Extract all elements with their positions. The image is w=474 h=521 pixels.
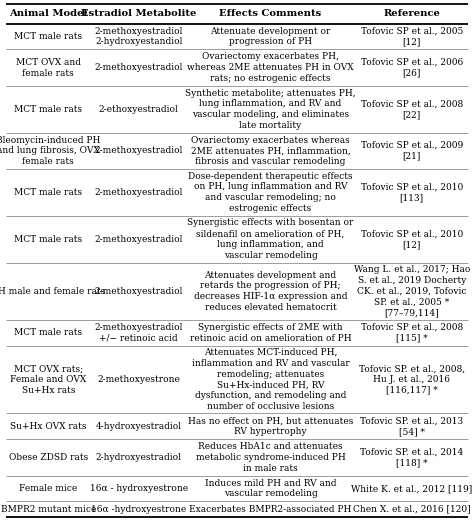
Text: 2-methoxyestradiol: 2-methoxyestradiol — [94, 287, 183, 295]
Text: Attenuates development and
retards the progression of PH;
decreases HIF-1α expre: Attenuates development and retards the p… — [194, 270, 347, 312]
Text: Ovariectomy exacerbates whereas
2ME attenuates PH, inflammation,
fibrosis and va: Ovariectomy exacerbates whereas 2ME atte… — [191, 135, 350, 166]
Text: 2-hydroxyestradiol: 2-hydroxyestradiol — [96, 453, 182, 462]
Text: Tofovic SP et al., 2009
[21]: Tofovic SP et al., 2009 [21] — [361, 141, 463, 160]
Text: 4-hydroxyestradiol: 4-hydroxyestradiol — [96, 422, 182, 431]
Text: 2-methoxyestradiol: 2-methoxyestradiol — [94, 63, 183, 72]
Text: 16α -hydroxyestrone: 16α -hydroxyestrone — [91, 505, 186, 514]
Text: 2-methoxyestradiol: 2-methoxyestradiol — [94, 234, 183, 244]
Text: Synergistic effects of 2ME with
retinoic acid on amelioration of PH: Synergistic effects of 2ME with retinoic… — [190, 323, 351, 343]
Text: White K. et al., 2012 [119]: White K. et al., 2012 [119] — [351, 484, 473, 493]
Text: MCT male rats: MCT male rats — [14, 328, 82, 337]
Text: Synergistic effects with bosentan or
sildenafil on amelioration of PH,
lung infl: Synergistic effects with bosentan or sil… — [187, 218, 354, 260]
Text: 2-methoxyestradiol: 2-methoxyestradiol — [94, 146, 183, 155]
Text: 16α - hydroxyestrone: 16α - hydroxyestrone — [90, 484, 188, 493]
Text: 2-methoxyestradiol
+/− retinoic acid: 2-methoxyestradiol +/− retinoic acid — [94, 323, 183, 343]
Text: MCT male rats: MCT male rats — [14, 234, 82, 244]
Text: Has no effect on PH, but attenuates
RV hypertrophy: Has no effect on PH, but attenuates RV h… — [188, 416, 353, 436]
Text: Reference: Reference — [383, 9, 440, 18]
Text: Reduces HbA1c and attenuates
metabolic syndrome-induced PH
in male rats: Reduces HbA1c and attenuates metabolic s… — [196, 442, 346, 473]
Text: Attenuate development or
progression of PH: Attenuate development or progression of … — [210, 27, 331, 46]
Text: MCT male rats: MCT male rats — [14, 188, 82, 197]
Text: CH male and female rats: CH male and female rats — [0, 287, 106, 295]
Text: Effects Comments: Effects Comments — [219, 9, 322, 18]
Text: MCT OVX and
female rats: MCT OVX and female rats — [16, 58, 81, 78]
Text: Tofovic SP et al., 2006
[26]: Tofovic SP et al., 2006 [26] — [361, 58, 463, 78]
Text: Tofovic SP. et al., 2013
[54] *: Tofovic SP. et al., 2013 [54] * — [360, 416, 463, 436]
Text: Estradiol Metabolite: Estradiol Metabolite — [81, 9, 196, 18]
Text: 2-ethoxyestradiol: 2-ethoxyestradiol — [99, 105, 179, 114]
Text: Tofovic SP. et al., 2014
[118] *: Tofovic SP. et al., 2014 [118] * — [360, 448, 464, 467]
Text: Dose-dependent therapeutic effects
on PH, lung inflammation and RV
and vascular : Dose-dependent therapeutic effects on PH… — [188, 172, 353, 213]
Text: MCT male rats: MCT male rats — [14, 32, 82, 41]
Text: MCT OVX rats;
Female and OVX
Su+Hx rats: MCT OVX rats; Female and OVX Su+Hx rats — [10, 364, 86, 395]
Text: 2-methoxyestradiol: 2-methoxyestradiol — [94, 188, 183, 197]
Text: Exacerbates BMPR2-associated PH: Exacerbates BMPR2-associated PH — [190, 505, 352, 514]
Text: BMPR2 mutant mice: BMPR2 mutant mice — [0, 505, 96, 514]
Text: Tofovic SP et al., 2010
[12]: Tofovic SP et al., 2010 [12] — [361, 229, 463, 249]
Text: Tofovic SP et al., 2010
[113]: Tofovic SP et al., 2010 [113] — [361, 182, 463, 202]
Text: Chen X. et al., 2016 [120]: Chen X. et al., 2016 [120] — [353, 505, 471, 514]
Text: 2-methoxyestrone: 2-methoxyestrone — [97, 375, 180, 384]
Text: Tofovic SP et al., 2008
[22]: Tofovic SP et al., 2008 [22] — [361, 100, 463, 119]
Text: Ovariectomy exacerbates PH,
whereas 2ME attenuates PH in OVX
rats; no estrogenic: Ovariectomy exacerbates PH, whereas 2ME … — [187, 53, 354, 83]
Text: MCT male rats: MCT male rats — [14, 105, 82, 114]
Text: Bleomycin-induced PH
and lung fibrosis, OVX
female rats: Bleomycin-induced PH and lung fibrosis, … — [0, 135, 100, 166]
Text: Attenuates MCT-induced PH,
inflammation and RV and vascular
remodeling; attenuat: Attenuates MCT-induced PH, inflammation … — [191, 348, 349, 411]
Text: 2-methoxyestradiol
2-hydroxyestandiol: 2-methoxyestradiol 2-hydroxyestandiol — [94, 27, 183, 46]
Text: Wang L. et al., 2017; Hao
S. et al., 2019 Docherty
CK. et al., 2019, Tofovic
SP.: Wang L. et al., 2017; Hao S. et al., 201… — [354, 265, 470, 317]
Text: Induces mild PH and RV and
vascular remodeling: Induces mild PH and RV and vascular remo… — [205, 479, 337, 499]
Text: Animal Model: Animal Model — [9, 9, 88, 18]
Text: Tofovic SP. et al., 2008,
Hu J. et al., 2016
[116,117] *: Tofovic SP. et al., 2008, Hu J. et al., … — [359, 364, 465, 395]
Text: Tofovic SP et al., 2008
[115] *: Tofovic SP et al., 2008 [115] * — [361, 323, 463, 343]
Text: Female mice: Female mice — [19, 484, 77, 493]
Text: Tofovic SP et al., 2005
[12]: Tofovic SP et al., 2005 [12] — [361, 27, 463, 46]
Text: Synthetic metabolite; attenuates PH,
lung inflammation, and RV and
vascular mode: Synthetic metabolite; attenuates PH, lun… — [185, 89, 356, 130]
Text: Su+Hx OVX rats: Su+Hx OVX rats — [10, 422, 87, 431]
Text: Obese ZDSD rats: Obese ZDSD rats — [9, 453, 88, 462]
